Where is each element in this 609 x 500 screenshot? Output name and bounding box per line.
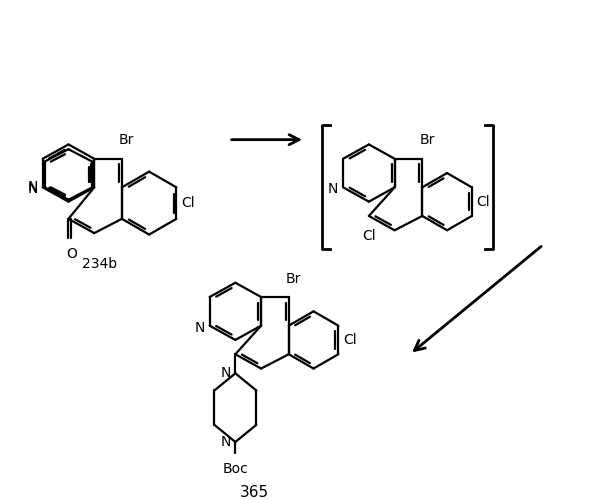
Text: N: N (220, 366, 231, 380)
Text: Cl: Cl (343, 333, 357, 347)
Text: N: N (27, 182, 38, 196)
Text: Br: Br (420, 134, 435, 147)
Text: O: O (66, 248, 77, 262)
Text: N: N (220, 435, 231, 449)
Text: 365: 365 (240, 485, 269, 500)
Text: N: N (328, 182, 339, 196)
Text: Cl: Cl (362, 230, 376, 243)
Text: N: N (194, 320, 205, 334)
Text: Br: Br (119, 134, 135, 147)
Text: Boc: Boc (222, 462, 248, 476)
Text: 234b: 234b (82, 257, 118, 271)
Text: Cl: Cl (477, 194, 490, 208)
Text: Cl: Cl (181, 196, 195, 210)
Text: N: N (27, 180, 38, 194)
Text: Br: Br (286, 272, 301, 285)
